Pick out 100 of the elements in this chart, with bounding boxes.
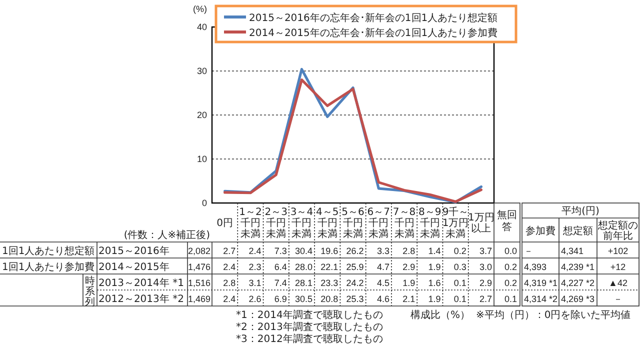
text: 2014～2015年 bbox=[98, 261, 170, 273]
text: 0.2 bbox=[504, 278, 517, 288]
text: 4,393 bbox=[524, 262, 547, 272]
x-tick-label: 7～8千円未満 bbox=[392, 207, 416, 240]
y-tick-label: 40 bbox=[196, 22, 207, 32]
data-label: 1.9 bbox=[428, 262, 441, 272]
data-label: 3.0 bbox=[479, 262, 492, 272]
text: 4,341 bbox=[561, 246, 584, 256]
text: 1,476 bbox=[188, 262, 210, 272]
x-tick-label: 5～6千円未満 bbox=[342, 207, 364, 240]
text: 時系列 bbox=[85, 275, 95, 308]
x-tick-label: 1～2千円未満 bbox=[239, 207, 262, 240]
text: *3：2012年調査で聴取したもの bbox=[236, 333, 383, 345]
text: 想定額の前年比 bbox=[597, 220, 638, 242]
text: 無回答 bbox=[497, 209, 517, 233]
legend-label: 2014～2015年の忘年会･新年会の1回1人あたり参加費 bbox=[249, 27, 498, 39]
text: 7.4 bbox=[274, 278, 287, 288]
legend-label: 2015～2016年の忘年会･新年会の1回1人あたり想定額 bbox=[249, 12, 498, 24]
text: 構成比（%） bbox=[410, 309, 470, 321]
data-label: 26.2 bbox=[346, 246, 364, 256]
text: 20.8 bbox=[320, 294, 338, 304]
x-tick-label: 4～5千円未満 bbox=[316, 207, 339, 240]
text: 28.1 bbox=[295, 278, 313, 288]
data-label: 7.3 bbox=[274, 246, 287, 256]
x-tick-label: 2～3千円未満 bbox=[264, 207, 288, 240]
data-label: 3.3 bbox=[376, 246, 390, 256]
text: 2015～2016年 bbox=[98, 245, 170, 257]
x-tick-label: 8～9千円未満 bbox=[418, 207, 442, 240]
text: 4.5 bbox=[376, 278, 390, 288]
text: 参加費 bbox=[526, 225, 556, 237]
data-label: 2.3 bbox=[248, 262, 262, 272]
text: 2013～2014年 *1 bbox=[98, 277, 184, 289]
text: 2,082 bbox=[188, 246, 210, 256]
text: ▲42 bbox=[608, 278, 628, 288]
text: 0.2 bbox=[504, 262, 517, 272]
text: ※平均（円）：0円を除いた平均値 bbox=[476, 309, 631, 321]
y-tick-label: 0 bbox=[202, 198, 207, 208]
text: 4.6 bbox=[376, 294, 390, 304]
text: － bbox=[614, 294, 622, 304]
data-label: 25.9 bbox=[346, 262, 364, 272]
text: 0.1 bbox=[504, 294, 517, 304]
text: 2.6 bbox=[248, 294, 262, 304]
text: *2：2013年調査で聴取したもの bbox=[236, 321, 383, 333]
data-label: 19.6 bbox=[320, 246, 338, 256]
text: +12 bbox=[610, 262, 626, 272]
data-label: 2.4 bbox=[248, 246, 262, 256]
text: 想定額 bbox=[562, 225, 593, 237]
text: 3.1 bbox=[248, 278, 262, 288]
text: 2.8 bbox=[223, 278, 236, 288]
text: 0.0 bbox=[504, 246, 517, 256]
data-label: 2.4 bbox=[223, 262, 236, 272]
x-tick-label: 9千～1万円未満 bbox=[442, 206, 469, 240]
text: 2012～2013年 *2 bbox=[98, 293, 184, 305]
y-tick-label: 10 bbox=[196, 154, 207, 164]
data-label: 28.0 bbox=[295, 262, 313, 272]
text: 2.1 bbox=[402, 294, 416, 304]
text: 4,314 *2 bbox=[524, 294, 558, 304]
text: 1回1人あたり想定額 bbox=[2, 245, 95, 257]
text: 2.9 bbox=[479, 278, 492, 288]
data-label: 0.3 bbox=[454, 262, 466, 272]
text: 平均(円) bbox=[562, 205, 600, 217]
text: 30.5 bbox=[295, 294, 313, 304]
text: *1：2014年調査で聴取したもの bbox=[236, 309, 383, 321]
x-tick-label: 0円 bbox=[216, 218, 234, 229]
y-axis-title: (%) bbox=[193, 4, 207, 14]
text: 0.1 bbox=[454, 294, 466, 304]
text: 1.6 bbox=[428, 278, 441, 288]
text: 2.4 bbox=[223, 294, 236, 304]
x-tick-label: 6～7千円未満 bbox=[367, 207, 390, 240]
text: 23.3 bbox=[320, 278, 338, 288]
text: 4,269 *3 bbox=[561, 294, 595, 304]
text: 2.7 bbox=[479, 294, 492, 304]
text: 1,516 bbox=[188, 278, 210, 288]
text: (件数：人※補正後) bbox=[124, 229, 210, 241]
data-label: 0.2 bbox=[454, 246, 466, 256]
data-label: 30.4 bbox=[295, 246, 313, 256]
y-tick-label: 20 bbox=[196, 110, 207, 120]
text: +102 bbox=[608, 246, 628, 256]
text: － bbox=[524, 246, 533, 256]
text: 4,239 *1 bbox=[561, 262, 595, 272]
y-tick-label: 30 bbox=[196, 66, 207, 76]
text: 1.9 bbox=[402, 278, 416, 288]
text: 25.3 bbox=[346, 294, 364, 304]
text: 1,469 bbox=[188, 294, 210, 304]
text: 1.9 bbox=[428, 294, 441, 304]
text: 1回1人あたり参加費 bbox=[2, 261, 95, 273]
data-label: 3.7 bbox=[479, 246, 492, 256]
data-label: 2.9 bbox=[402, 262, 416, 272]
text: 0.1 bbox=[454, 278, 466, 288]
text: 4,319 *1 bbox=[524, 278, 558, 288]
data-label: 22.1 bbox=[320, 262, 338, 272]
x-tick-label: 1万円以上 bbox=[468, 212, 494, 234]
data-label: 4.7 bbox=[376, 262, 390, 272]
data-label: 2.7 bbox=[223, 246, 236, 256]
text: 6.9 bbox=[274, 294, 287, 304]
text: 4,227 *2 bbox=[561, 278, 595, 288]
text: 24.2 bbox=[346, 278, 364, 288]
x-tick-label: 3～4千円未満 bbox=[290, 207, 314, 240]
data-label: 2.8 bbox=[402, 246, 416, 256]
data-label: 6.4 bbox=[274, 262, 287, 272]
